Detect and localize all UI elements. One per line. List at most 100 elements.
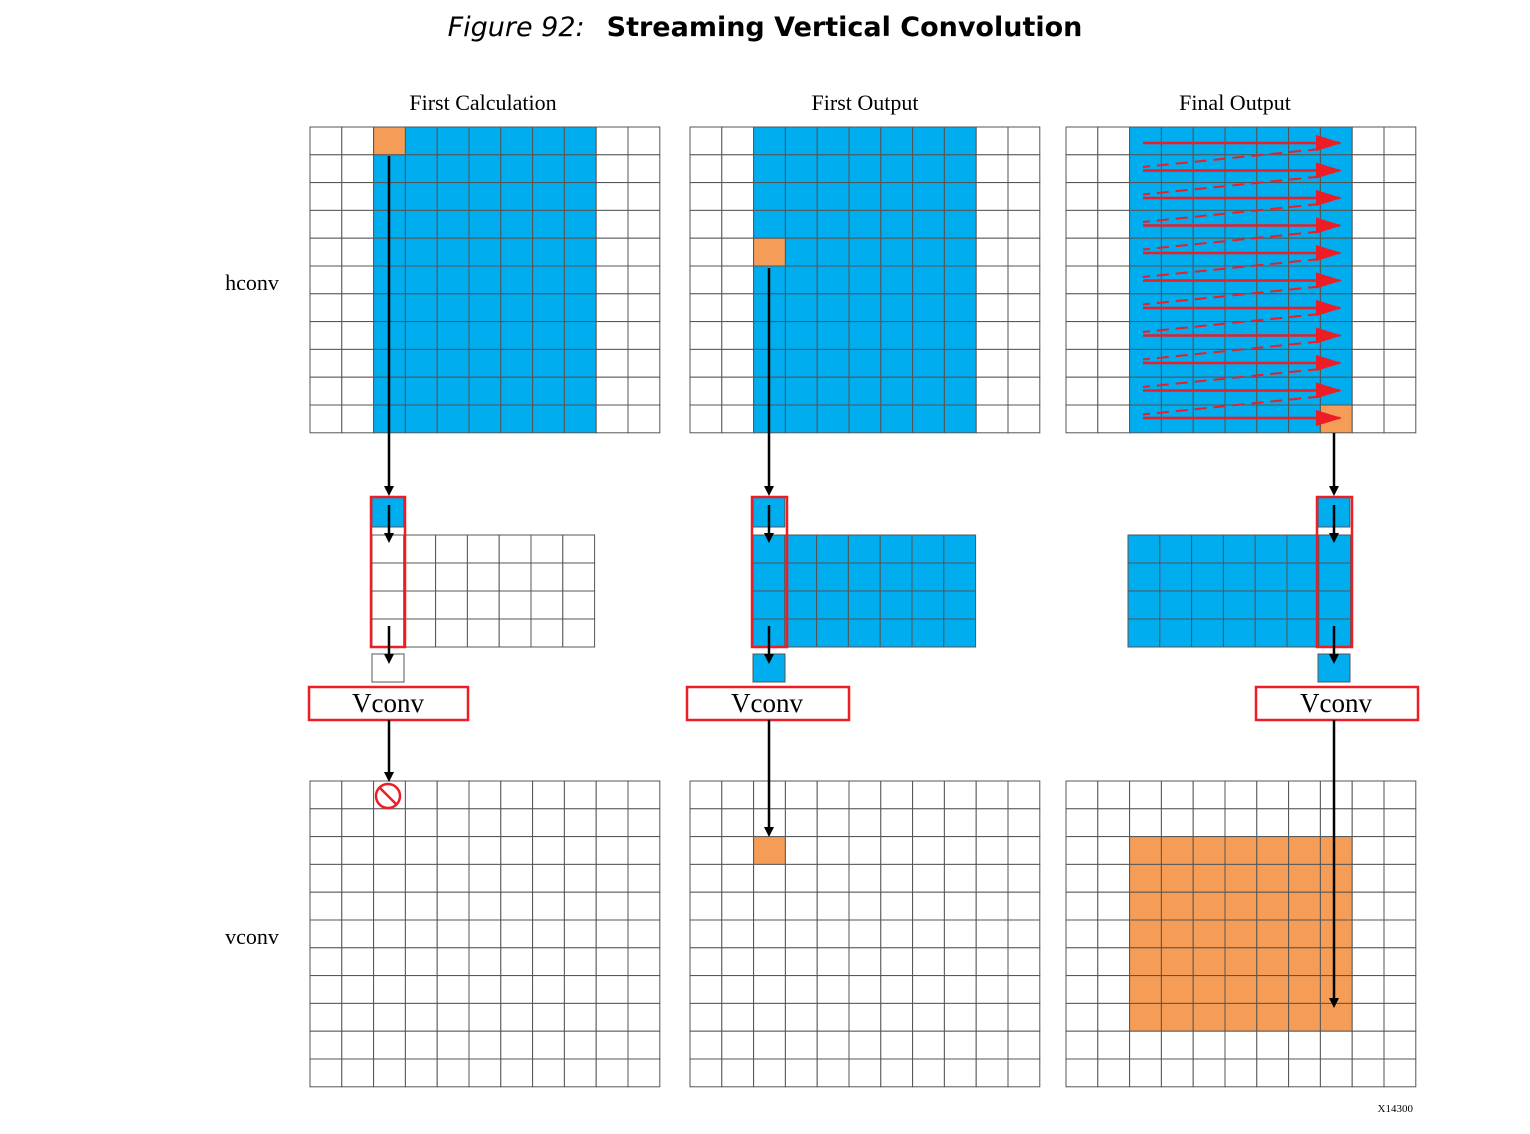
vconv-cell — [721, 1058, 755, 1088]
buffer-cell — [1286, 618, 1320, 648]
hconv-cell — [1065, 265, 1099, 295]
vconv-cell — [1065, 808, 1099, 838]
vconv-cell — [1065, 780, 1099, 810]
hconv-grid-final-output — [1065, 126, 1417, 434]
vconv-cell — [1065, 947, 1099, 977]
hconv-cell — [341, 293, 375, 323]
vconv-cell — [373, 1058, 406, 1088]
vconv-cell — [595, 1058, 629, 1088]
hconv-cell — [1319, 182, 1353, 211]
hconv-cell — [1097, 209, 1131, 239]
hconv-cell — [468, 321, 502, 350]
hconv-cell — [1256, 182, 1290, 211]
hconv-cell — [500, 293, 534, 323]
vconv-cell — [721, 1002, 755, 1032]
hconv-cell — [689, 321, 723, 350]
buffer-cell — [816, 618, 849, 648]
hconv-cell — [1351, 154, 1385, 184]
vconv-cell — [721, 780, 755, 810]
scan-return-line — [1142, 230, 1321, 251]
vconv-cell — [912, 780, 945, 810]
buffer-cell — [530, 590, 564, 620]
scan-return-line — [1142, 395, 1321, 416]
vconv-cell — [1192, 808, 1226, 838]
hconv-cell — [627, 126, 661, 156]
hconv-cell — [721, 404, 755, 434]
vconv-cell — [309, 780, 343, 810]
hconv-cell — [1065, 126, 1099, 156]
buffer-cell — [911, 590, 945, 620]
hconv-cell — [563, 237, 597, 267]
vconv-cell — [816, 919, 850, 949]
vconv-cell — [784, 919, 818, 949]
vconv-cell — [500, 891, 534, 921]
vconv-cell — [595, 836, 629, 865]
vconv-cell — [1224, 1002, 1258, 1032]
hconv-cell — [595, 321, 629, 350]
hconv-cell — [1065, 321, 1099, 350]
hconv-cell — [500, 348, 534, 378]
hconv-cell — [880, 182, 914, 211]
vconv-cell — [975, 836, 1009, 865]
figure-title: Figure 92: Streaming Vertical Convolution — [0, 12, 1530, 43]
hconv-cell — [1007, 237, 1041, 267]
hconv-cell — [689, 126, 723, 156]
vconv-cell — [943, 863, 977, 893]
buffer-cell — [1191, 618, 1224, 648]
figure-id: X14300 — [1378, 1103, 1414, 1115]
vconv-cell — [404, 863, 438, 893]
vconv-cell — [595, 808, 629, 838]
vconv-cell — [943, 919, 977, 949]
hconv-cell — [468, 404, 502, 434]
hconv-cell — [1097, 376, 1131, 406]
buffer-cell — [1127, 618, 1161, 648]
vconv-cell — [341, 975, 375, 1004]
vconv-cell — [500, 1058, 534, 1088]
vconv-cell — [1065, 1002, 1099, 1032]
vconv-cell — [404, 1002, 438, 1032]
vconv-cell — [1319, 863, 1353, 893]
vconv-cell — [912, 863, 945, 893]
hconv-cell — [1007, 209, 1041, 239]
vconv-cell — [1007, 780, 1041, 810]
hconv-cell — [500, 182, 534, 211]
vconv-cell — [880, 947, 914, 977]
vconv-cell — [309, 808, 343, 838]
hconv-cell — [1129, 182, 1162, 211]
vconv-cell — [436, 1058, 470, 1088]
vconv-cell — [753, 836, 786, 865]
hconv-cell — [468, 293, 502, 323]
vconv-cell — [1160, 1058, 1194, 1088]
buffer-cell — [1222, 534, 1256, 564]
vconv-cell — [943, 1002, 977, 1032]
vconv-cell — [721, 891, 755, 921]
hconv-cell — [436, 321, 470, 350]
vconv-box-label-final-output: Vconv — [1300, 688, 1372, 718]
hconv-cell — [689, 209, 723, 239]
vconv-cell — [627, 947, 661, 977]
hconv-cell — [753, 126, 786, 156]
buffer-cell — [466, 534, 500, 564]
vconv-cell — [1319, 1002, 1353, 1032]
hconv-cell — [784, 265, 818, 295]
hconv-cell — [1383, 293, 1417, 323]
buffer-cell — [752, 562, 786, 592]
vconv-cell — [1351, 1030, 1385, 1060]
hconv-cell — [627, 348, 661, 378]
hconv-cell — [880, 126, 914, 156]
vconv-cell — [1224, 836, 1258, 865]
hconv-cell — [595, 154, 629, 184]
vconv-cell — [468, 1002, 502, 1032]
vconv-cell — [500, 863, 534, 893]
vconv-cell — [563, 808, 597, 838]
vconv-cell — [532, 808, 565, 838]
vconv-cell — [1097, 1030, 1131, 1060]
vconv-cell — [848, 808, 882, 838]
hconv-cell — [1097, 321, 1131, 350]
buffer-cell — [816, 562, 849, 592]
vconv-cell — [1256, 808, 1290, 838]
hconv-cell — [689, 182, 723, 211]
hconv-cell — [436, 209, 470, 239]
hconv-cell — [595, 376, 629, 406]
hconv-cell — [309, 348, 343, 378]
